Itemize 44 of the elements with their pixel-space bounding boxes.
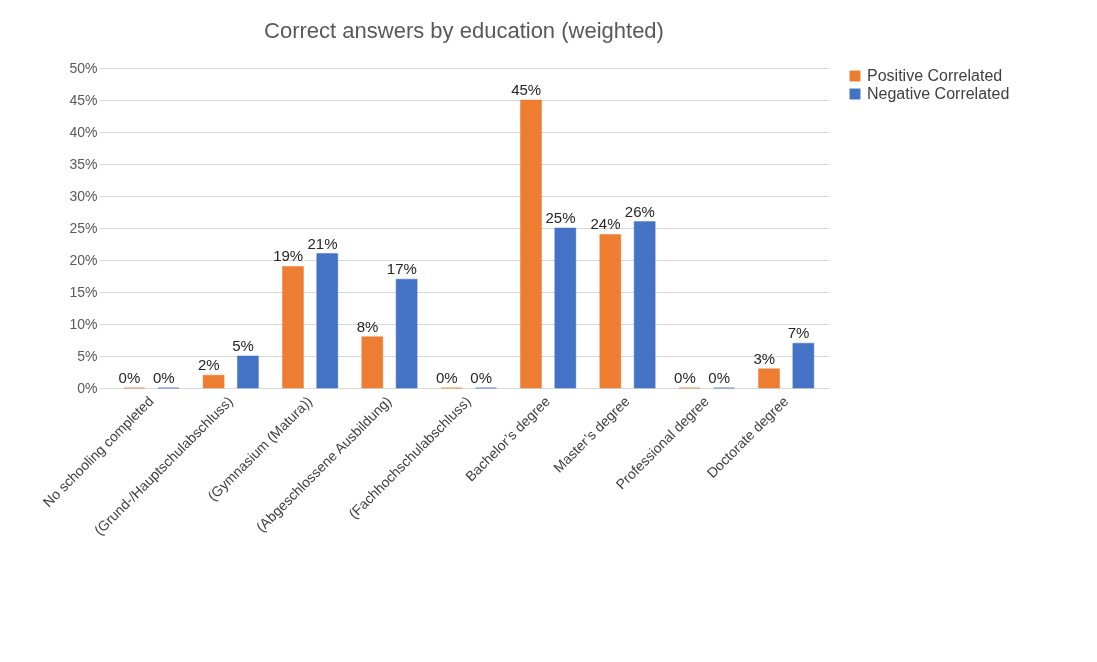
data-label: 26% [624,202,655,220]
y-tick-label: 35% [69,155,98,172]
bar [520,99,542,389]
y-tick-label: 30% [69,187,98,204]
bar [633,221,656,389]
legend-label: Positive Correlated [867,67,1003,84]
bar [237,355,259,389]
data-label: 25% [545,209,576,226]
data-label: 7% [787,324,810,342]
y-tick-label: 20% [69,251,98,268]
y-tick-label: 0% [77,379,98,396]
data-label: 21% [307,234,338,252]
data-label: 0% [152,369,175,386]
bar [554,227,577,389]
data-label: 3% [753,349,776,367]
bar [758,368,780,389]
bar [282,266,304,389]
data-label: 2% [197,356,220,374]
bar [202,374,225,389]
data-label: 0% [674,369,696,386]
data-label: 0% [470,369,492,386]
data-label: 0% [436,369,458,386]
y-tick-label: 25% [69,219,98,236]
y-tick-label: 10% [69,315,98,332]
y-tick-label: 45% [69,91,98,108]
legend-label: Negative Correlated [867,85,1010,102]
bar [599,234,622,389]
data-label: 0% [708,369,731,386]
chart-title: Correct answers by education (weighted) [264,18,664,43]
y-tick-label: 40% [69,123,98,140]
bar [395,278,418,389]
data-label: 0% [118,369,141,386]
data-label: 5% [232,337,254,354]
data-label: 24% [590,215,621,233]
data-label: 19% [273,247,304,265]
data-label: 45% [511,81,542,98]
y-tick-label: 15% [69,283,98,300]
bar [316,253,339,389]
bar [792,342,815,389]
data-label: 8% [356,317,379,335]
y-tick-label: 5% [77,347,98,364]
bar [361,336,384,389]
data-label: 17% [386,260,417,278]
y-tick-label: 50% [69,59,98,76]
